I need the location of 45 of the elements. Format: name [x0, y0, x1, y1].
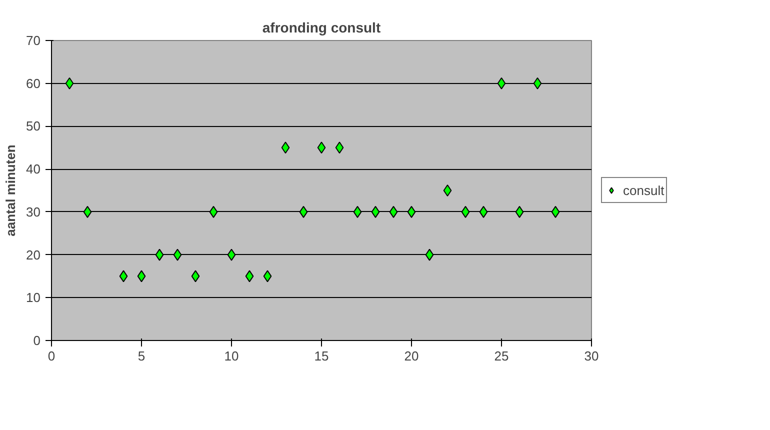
- point: [65, 77, 74, 90]
- x-tick-label: 20: [404, 348, 419, 364]
- point: [389, 206, 398, 218]
- chart-title: afronding consult: [262, 20, 381, 36]
- y-tick-label: 10: [26, 290, 41, 306]
- point: [155, 248, 164, 261]
- point: [533, 77, 542, 90]
- point: [443, 184, 452, 196]
- point: [551, 206, 560, 218]
- point: [371, 206, 380, 218]
- point: [191, 270, 200, 282]
- point: [407, 206, 416, 218]
- y-tick-label: 70: [26, 33, 41, 48]
- point: [173, 248, 182, 261]
- point: [479, 206, 488, 218]
- point: [497, 77, 506, 90]
- y-tick-label: 30: [26, 204, 41, 220]
- x-tick-label: 25: [494, 348, 509, 364]
- point: [299, 206, 308, 218]
- legend-label: consult: [623, 182, 664, 198]
- y-tick-label: 50: [26, 118, 41, 134]
- point: [137, 270, 146, 282]
- x-tick-label: 10: [224, 348, 239, 364]
- x-tick-label: 5: [138, 348, 146, 364]
- point: [119, 270, 128, 282]
- point: [515, 206, 524, 218]
- point: [245, 270, 254, 282]
- x-tick-label: 15: [314, 348, 329, 364]
- x-tick-label: 0: [48, 348, 56, 364]
- point: [425, 248, 434, 261]
- point: [209, 206, 218, 218]
- point: [83, 206, 92, 218]
- point: [353, 206, 362, 218]
- y-tick-label: 0: [33, 333, 41, 348]
- y-tick-label: 40: [26, 162, 41, 177]
- x-tick-label: 30: [584, 348, 599, 364]
- point: [317, 142, 326, 154]
- point: [281, 142, 290, 154]
- y-tick-label: 20: [26, 247, 41, 262]
- y-axis-title: aantal minuten: [3, 144, 18, 236]
- point: [335, 142, 344, 154]
- point: [263, 270, 272, 282]
- y-tick-label: 60: [26, 76, 41, 91]
- point: [461, 206, 470, 218]
- point: [227, 248, 236, 261]
